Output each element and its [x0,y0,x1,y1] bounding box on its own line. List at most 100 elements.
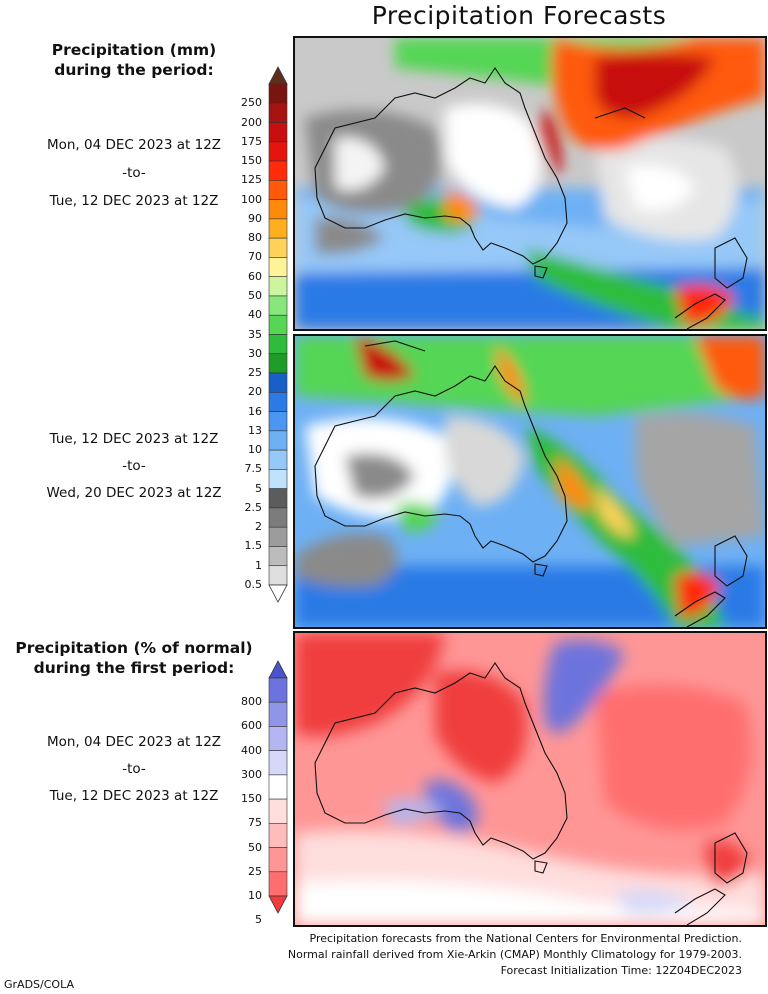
colorbar-bottom-arrow [268,895,288,914]
period2-label: Tue, 12 DEC 2023 at 12Z -to- Wed, 20 DEC… [0,431,268,501]
period1-end: Tue, 12 DEC 2023 at 12Z [49,193,219,209]
colorbar-tick-label: 75 [248,816,262,830]
footer-notes: Precipitation forecasts from the Nationa… [288,931,742,979]
colorbar-segment [268,276,288,297]
colorbar-tick-label: 50 [248,288,262,302]
colorbar-tick-label: 5 [255,481,262,495]
colorbar-tick-label: 150 [241,792,262,806]
pct-heading-line2: during the first period: [33,659,235,677]
colorbar-tick-label: 50 [248,840,262,854]
colorbar-segment [268,141,288,162]
pct-period-start: Mon, 04 DEC 2023 at 12Z [46,734,222,750]
period1-start: Mon, 04 DEC 2023 at 12Z [46,137,222,153]
colorbar-tick-label: 800 [241,695,262,709]
colorbar-tick-label: 0.5 [244,578,263,591]
colorbar-segment [268,392,288,412]
colorbar-tick-label: 60 [248,269,262,283]
precip-heading-line2: during the period: [54,61,214,79]
colorbar-segment [268,507,288,528]
pct-legend-heading: Precipitation (% of normal) during the f… [0,638,268,678]
colorbar-tick-label: 13 [248,423,262,437]
colorbar-segment [268,449,288,470]
colorbar-tick-label: 35 [248,327,262,341]
colorbar-segment [268,798,288,824]
colorbar-tick-label: 600 [241,719,262,733]
colorbar-tick-label: 70 [248,250,262,264]
colorbar-tick-label: 10 [248,443,262,457]
pct-colorbar [268,660,288,914]
colorbar-segment [268,334,288,355]
colorbar-tick-label: 1.5 [244,539,263,553]
pct-heading-line1: Precipitation (% of normal) [15,639,253,657]
colorbar-tick-label: 80 [248,231,262,245]
colorbar-segment [268,314,288,335]
colorbar-segment [268,726,288,751]
colorbar-segment [268,847,288,873]
colorbar-segment [268,701,288,727]
colorbar-segment [268,160,288,181]
colorbar-tick-label: 90 [248,211,262,225]
credit-label: GrADS/COLA [4,978,74,991]
footer-line3: Forecast Initialization Time: 12Z04DEC20… [500,964,742,977]
colorbar-tick-label: 25 [248,864,262,878]
colorbar-tick-label: 7.5 [244,462,263,476]
colorbar-segment [268,546,288,567]
colorbar-tick-label: 40 [248,308,262,322]
colorbar-segment [268,83,288,104]
colorbar-tick-label: 200 [241,115,262,129]
colorbar-segment [268,353,288,374]
colorbar-top-arrow [268,660,288,679]
colorbar-segment [268,372,288,393]
precip-colorbar [268,66,288,603]
colorbar-segment [268,237,288,258]
precip-map-week2 [293,334,767,629]
colorbar-tick-label: 400 [241,743,262,757]
colorbar-segment [268,565,288,586]
colorbar-segment [268,823,288,848]
period2-start: Tue, 12 DEC 2023 at 12Z [49,431,219,447]
colorbar-tick-label: 125 [241,173,262,187]
colorbar-segment [268,430,288,451]
pct-period-label: Mon, 04 DEC 2023 at 12Z -to- Tue, 12 DEC… [0,734,268,804]
colorbar-segment [268,677,288,703]
colorbar-tick-label: 100 [241,192,262,206]
colorbar-segment [268,750,288,776]
period1-label: Mon, 04 DEC 2023 at 12Z -to- Tue, 12 DEC… [0,137,268,209]
colorbar-tick-label: 2.5 [244,500,263,514]
colorbar-segment [268,122,288,143]
precip-heading-line1: Precipitation (mm) [51,41,217,59]
precip-map-week1 [293,36,767,331]
colorbar-segment [268,411,288,432]
period2-end: Wed, 20 DEC 2023 at 12Z [46,485,222,501]
period1-to: -to- [122,165,146,181]
pct-normal-map [293,631,767,927]
colorbar-segment [268,257,288,277]
colorbar-tick-label: 25 [248,366,262,380]
pct-period-end: Tue, 12 DEC 2023 at 12Z [49,788,219,804]
colorbar-tick-label: 2 [255,520,262,534]
footer-line1: Precipitation forecasts from the Nationa… [309,932,743,945]
colorbar-tick-label: 16 [248,404,262,418]
colorbar-segment [268,774,288,800]
precip-legend-heading: Precipitation (mm) during the period: [0,40,268,80]
colorbar-segment [268,199,288,220]
colorbar-tick-label: 1 [255,558,262,572]
period2-to: -to- [122,458,146,474]
colorbar-segment [268,102,288,123]
colorbar-tick-label: 5 [255,913,262,927]
colorbar-top-arrow [268,66,288,85]
colorbar-segment [268,526,288,547]
colorbar-tick-label: 300 [241,767,262,781]
colorbar-segment [268,295,288,316]
colorbar-tick-label: 250 [241,96,262,110]
colorbar-segment [268,871,288,897]
colorbar-segment [268,469,288,489]
colorbar-bottom-arrow [268,584,288,603]
colorbar-segment [268,218,288,239]
colorbar-tick-label: 175 [241,134,262,148]
page-title: Precipitation Forecasts [371,1,667,30]
colorbar-tick-label: 150 [241,154,262,168]
colorbar-tick-label: 30 [248,346,262,360]
footer-line2: Normal rainfall derived from Xie-Arkin (… [287,948,742,961]
colorbar-segment [268,488,288,509]
